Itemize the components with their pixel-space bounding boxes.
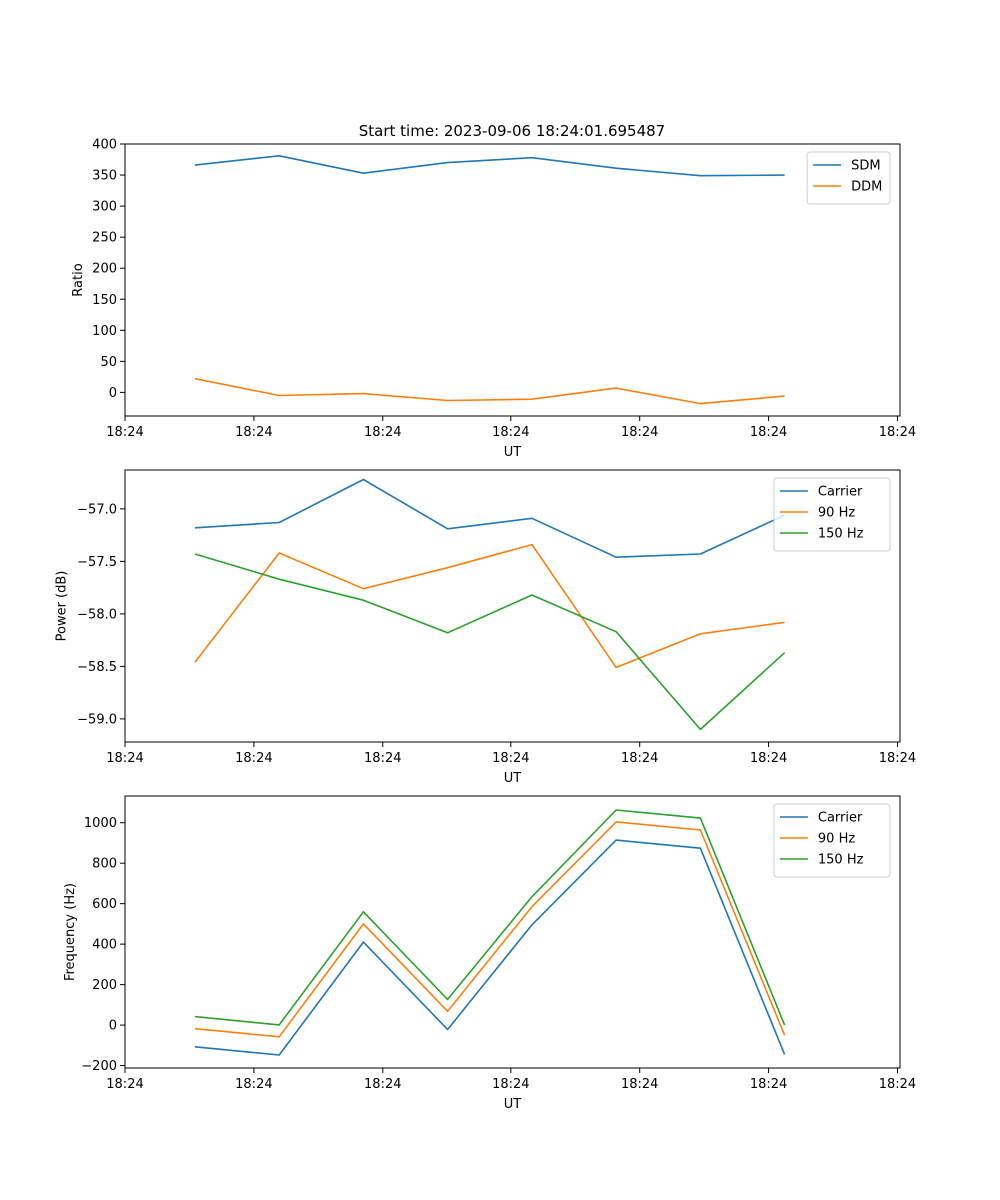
y-tick-label: −57.0 (77, 502, 117, 517)
legend: Carrier 90 Hz 150 Hz (773, 803, 891, 878)
y-tick-label: 400 (92, 138, 117, 153)
x-tick-label: 18:24 (621, 751, 658, 766)
x-tick-label: 18:24 (235, 1077, 272, 1092)
legend-label: 150 Hz (818, 527, 864, 542)
axes-frame (124, 795, 901, 1069)
x-axis-label: UT (504, 771, 522, 786)
legend-label: 90 Hz (818, 832, 855, 847)
y-tick-label: 300 (92, 200, 117, 215)
y-tick-label: 0 (109, 386, 117, 401)
x-tick-label: 18:24 (106, 425, 143, 440)
y-tick-label: −57.5 (77, 555, 117, 570)
legend-label: Carrier (818, 485, 863, 500)
series-line-ddm (194, 377, 785, 405)
legend-label: 90 Hz (818, 506, 855, 521)
x-tick-label: 18:24 (621, 425, 658, 440)
x-axis-label: UT (504, 445, 522, 460)
x-tick-label: 18:24 (750, 1077, 787, 1092)
x-tick-label: 18:24 (621, 1077, 658, 1092)
y-tick-label: 150 (92, 293, 117, 308)
y-tick-label: 250 (92, 231, 117, 246)
x-tick-label: 18:24 (364, 751, 401, 766)
y-tick-label: 200 (92, 978, 117, 993)
x-tick-label: 18:24 (235, 751, 272, 766)
x-tick-label: 18:24 (492, 1077, 529, 1092)
subplot-3: 18:24 18:24 18:24 18:24 18:24 18:24 18:24 UT −20… (63, 795, 916, 1112)
x-tick-label: 18:24 (364, 425, 401, 440)
series-line-sdm (194, 155, 785, 177)
subplot-2: 18:24 18:24 18:24 18:24 18:24 18:24 18:24 UT −59… (55, 469, 916, 786)
y-axis-label: Ratio (71, 263, 86, 296)
legend-label: Carrier (818, 811, 863, 826)
series-line-90-hz (194, 821, 786, 1038)
legend-label: 150 Hz (818, 853, 864, 868)
y-tick-label: −58.5 (77, 660, 117, 675)
axes-frame (124, 469, 901, 743)
y-axis-label: Power (dB) (55, 571, 70, 642)
series-line-carrier (194, 478, 785, 559)
y-axis-label: Frequency (Hz) (63, 883, 78, 981)
x-tick-label: 18:24 (106, 751, 143, 766)
x-tick-label: 18:24 (879, 751, 916, 766)
y-tick-label: 350 (92, 169, 117, 184)
y-tick-label: 1000 (84, 816, 117, 831)
x-tick-label: 18:24 (879, 1077, 916, 1092)
y-tick-label: −59.0 (77, 712, 117, 727)
series-line-90-hz (194, 543, 785, 669)
subplot-1: 18:24 18:24 18:24 18:24 18:24 18:24 18:24 UT 0 50… (71, 138, 916, 461)
x-tick-label: 18:24 (492, 751, 529, 766)
axes-frame (124, 143, 901, 417)
y-tick-label: 400 (92, 938, 117, 953)
x-tick-label: 18:24 (235, 425, 272, 440)
figure-title: Start time: 2023-09-06 18:24:01.695487 (359, 122, 665, 140)
y-tick-label: 200 (92, 262, 117, 277)
legend: Carrier 90 Hz 150 Hz (773, 477, 891, 552)
series-line-150-hz (194, 553, 786, 731)
series-line-150-hz (194, 809, 786, 1026)
y-tick-label: 0 (109, 1019, 117, 1034)
legend-label: SDM (851, 159, 880, 174)
legend: SDM DDM (806, 151, 891, 205)
x-tick-label: 18:24 (750, 751, 787, 766)
x-tick-label: 18:24 (879, 425, 916, 440)
y-tick-label: 50 (100, 355, 117, 370)
x-tick-label: 18:24 (364, 1077, 401, 1092)
x-tick-label: 18:24 (492, 425, 529, 440)
y-tick-label: −58.0 (77, 607, 117, 622)
x-tick-label: 18:24 (750, 425, 787, 440)
subplots: 18:24 18:24 18:24 18:24 18:24 18:24 18:24 UT 0 50… (55, 138, 917, 1113)
y-tick-label: 100 (92, 324, 117, 339)
y-tick-label: 800 (92, 857, 117, 872)
x-tick-label: 18:24 (106, 1077, 143, 1092)
y-tick-label: −200 (81, 1059, 117, 1074)
series-line-carrier (194, 839, 786, 1056)
legend-label: DDM (851, 180, 882, 195)
y-tick-label: 600 (92, 897, 117, 912)
x-axis-label: UT (504, 1097, 522, 1112)
